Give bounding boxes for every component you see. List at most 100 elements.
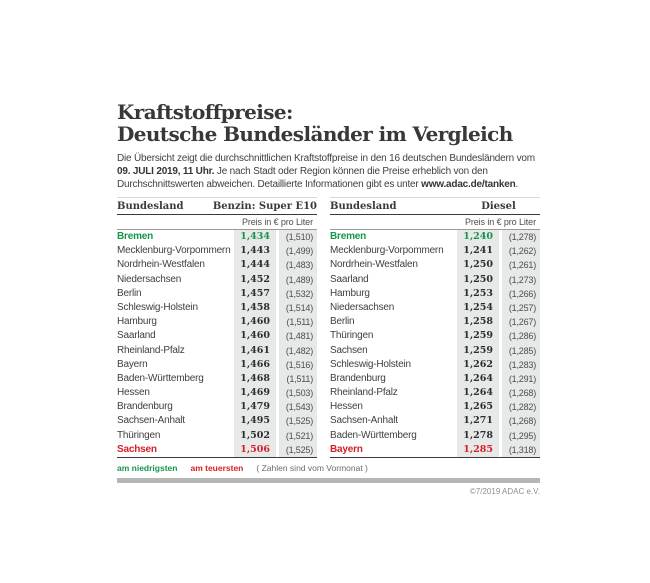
previous-month-price: (1,510) (279, 230, 317, 245)
table-row: Sachsen 1,506 (1,525) (117, 442, 317, 457)
region-name: Hessen (330, 401, 363, 413)
table-row: Rheinland-Pfalz 1,264 (1,268) (330, 386, 540, 401)
table-row: Saarland 1,460 (1,481) (117, 329, 317, 344)
price-tables: Bundesland Benzin: Super E10 Preis in € … (117, 197, 540, 458)
previous-month-price: (1,318) (502, 442, 540, 457)
intro-date: 09. JULI 2019, 11 Uhr. (117, 166, 215, 177)
region-name: Sachsen-Anhalt (330, 415, 398, 427)
table-row: Niedersachsen 1,254 (1,257) (330, 300, 540, 316)
current-price: 1,466 (234, 357, 276, 372)
previous-month-price: (1,511) (279, 371, 317, 387)
current-price: 1,264 (457, 371, 499, 387)
current-price: 1,469 (234, 386, 276, 401)
previous-month-price: (1,278) (502, 230, 540, 245)
table-row: Hamburg 1,253 (1,266) (330, 286, 540, 301)
current-price: 1,434 (234, 230, 276, 245)
table-row: Sachsen 1,259 (1,285) (330, 343, 540, 358)
current-price: 1,271 (457, 414, 499, 429)
current-price: 1,444 (234, 258, 276, 273)
current-price: 1,250 (457, 272, 499, 287)
region-name: Mecklenburg-Vorpommern (117, 245, 231, 257)
current-price: 1,460 (234, 315, 276, 330)
footer-divider-bar (117, 478, 540, 483)
benzin-unit-label: Preis in € pro Liter (117, 215, 317, 230)
table-row: Berlin 1,457 (1,532) (117, 286, 317, 301)
legend: am niedrigsten am teuersten ( Zahlen sin… (117, 463, 540, 473)
current-price: 1,506 (234, 442, 276, 457)
table-row: Hamburg 1,460 (1,511) (117, 315, 317, 330)
previous-month-price: (1,525) (279, 442, 317, 457)
region-name: Hessen (117, 387, 150, 399)
previous-month-price: (1,489) (279, 272, 317, 287)
region-name: Mecklenburg-Vorpommern (330, 245, 444, 257)
region-name: Brandenburg (117, 401, 173, 413)
previous-month-price: (1,514) (279, 300, 317, 316)
previous-month-price: (1,532) (279, 286, 317, 301)
table-row: Thüringen 1,502 (1,521) (117, 428, 317, 443)
current-price: 1,461 (234, 343, 276, 358)
table-row: Nordrhein-Westfalen 1,250 (1,261) (330, 258, 540, 273)
region-name: Baden-Württemberg (330, 429, 417, 441)
copyright-text: ©7/2019 ADAC e.V. (469, 487, 540, 496)
current-price: 1,254 (457, 300, 499, 316)
table-row: Brandenburg 1,264 (1,291) (330, 371, 540, 387)
previous-month-price: (1,295) (502, 428, 540, 443)
infographic-content: Kraftstoffpreise: Deutsche Bundesländer … (117, 100, 540, 496)
region-name: Berlin (330, 316, 355, 328)
current-price: 1,259 (457, 329, 499, 344)
previous-month-price: (1,282) (502, 400, 540, 415)
previous-month-price: (1,499) (279, 244, 317, 259)
intro-part-3: . (515, 179, 519, 190)
page-title-line-1: Kraftstoffpreise: (117, 100, 293, 124)
table-row: Bayern 1,466 (1,516) (117, 357, 317, 372)
region-name: Bremen (330, 231, 367, 242)
region-name: Bayern (117, 358, 148, 370)
previous-month-price: (1,283) (502, 357, 540, 372)
previous-month-price: (1,286) (502, 329, 540, 344)
region-name: Schleswig-Holstein (117, 301, 198, 313)
current-price: 1,457 (234, 286, 276, 301)
region-name: Schleswig-Holstein (330, 358, 411, 370)
previous-month-price: (1,525) (279, 414, 317, 429)
current-price: 1,460 (234, 329, 276, 344)
current-price: 1,265 (457, 400, 499, 415)
previous-month-price: (1,543) (279, 400, 317, 415)
intro-part-2: Je nach Stadt oder Region können die Pre… (117, 166, 488, 190)
previous-month-price: (1,268) (502, 386, 540, 401)
previous-month-price: (1,266) (502, 286, 540, 301)
legend-highest-label: am teuersten (190, 463, 244, 473)
table-row: Thüringen 1,259 (1,286) (330, 329, 540, 344)
region-name: Nordrhein-Westfalen (330, 259, 418, 271)
table-row: Baden-Württemberg 1,278 (1,295) (330, 428, 540, 443)
table-row: Saarland 1,250 (1,273) (330, 272, 540, 287)
current-price: 1,495 (234, 414, 276, 429)
diesel-unit-label: Preis in € pro Liter (330, 215, 540, 230)
column-header-benzin-super-e10: Benzin: Super E10 (212, 201, 317, 212)
region-name: Saarland (330, 273, 369, 285)
table-row: Brandenburg 1,479 (1,543) (117, 400, 317, 415)
current-price: 1,241 (457, 244, 499, 259)
region-name: Rheinland-Pfalz (117, 344, 185, 356)
current-price: 1,285 (457, 442, 499, 457)
region-name: Sachsen (117, 443, 157, 455)
current-price: 1,502 (234, 428, 276, 443)
current-price: 1,479 (234, 400, 276, 415)
legend-note: ( Zahlen sind vom Vormonat ) (256, 463, 368, 473)
previous-month-price: (1,262) (502, 244, 540, 259)
region-name: Bayern (330, 443, 363, 455)
table-row: Sachsen-Anhalt 1,271 (1,268) (330, 414, 540, 429)
table-row: Hessen 1,469 (1,503) (117, 386, 317, 401)
region-name: Thüringen (117, 429, 161, 441)
column-header-bundesland: Bundesland (330, 201, 397, 212)
region-name: Niedersachsen (117, 273, 182, 285)
benzin-super-e10-table: Bundesland Benzin: Super E10 Preis in € … (117, 197, 317, 458)
previous-month-price: (1,516) (279, 357, 317, 372)
current-price: 1,258 (457, 315, 499, 330)
table-row: Mecklenburg-Vorpommern 1,443 (1,499) (117, 244, 317, 259)
previous-month-price: (1,268) (502, 414, 540, 429)
region-name: Baden-Württemberg (117, 372, 204, 384)
region-name: Sachsen-Anhalt (117, 415, 185, 427)
intro-text: Die Übersicht zeigt die durchschnittlich… (117, 152, 540, 191)
current-price: 1,452 (234, 272, 276, 287)
column-header-diesel: Diesel (481, 201, 516, 212)
